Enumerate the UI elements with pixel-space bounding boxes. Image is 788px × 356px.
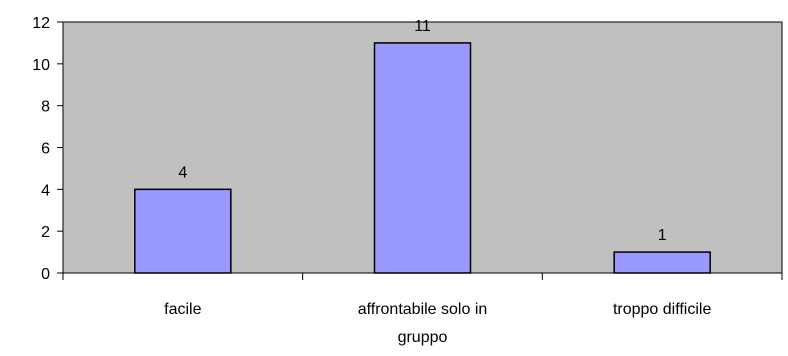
- data-label: 4: [178, 164, 187, 181]
- y-tick-label: 10: [32, 57, 50, 74]
- y-tick-label: 0: [41, 266, 50, 283]
- x-tick-label: troppo difficile: [613, 301, 712, 318]
- bar: [134, 188, 232, 274]
- x-axis-ticks: [62, 273, 783, 280]
- x-tick-label-line: gruppo: [398, 329, 448, 346]
- bar: [613, 251, 711, 274]
- y-tick-label: 8: [41, 99, 50, 116]
- data-label: 1: [658, 227, 667, 244]
- x-tick-label: affrontabile solo in gruppo: [358, 301, 488, 346]
- x-tick-label-line: troppo difficile: [613, 301, 712, 318]
- bar: [373, 42, 472, 274]
- x-tick-label-line: affrontabile solo in: [358, 301, 488, 318]
- y-tick-label: 6: [41, 141, 50, 158]
- y-tick-label: 12: [32, 15, 50, 32]
- x-tick-label: facile: [164, 301, 201, 318]
- data-label: 11: [414, 18, 431, 35]
- y-axis-tick-labels: 0 2 4 6 8 10 12: [32, 15, 50, 283]
- x-axis-tick-labels: facile affrontabile solo in gruppo troppo d…: [164, 301, 711, 346]
- y-axis-ticks: [57, 21, 63, 274]
- y-tick-label: 2: [41, 224, 50, 241]
- x-tick-label-line: facile: [164, 301, 201, 318]
- y-tick-label: 4: [41, 182, 50, 199]
